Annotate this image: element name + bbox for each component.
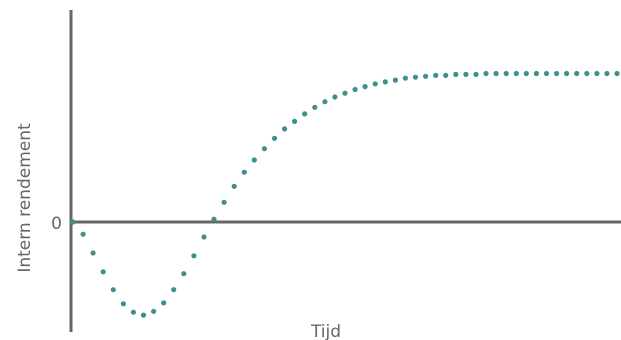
data-point-8 xyxy=(151,308,157,314)
data-point-46 xyxy=(533,70,540,77)
data-point-35 xyxy=(423,73,429,79)
data-points xyxy=(70,70,620,318)
data-point-34 xyxy=(412,74,419,80)
data-point-23 xyxy=(302,111,308,117)
data-point-16 xyxy=(231,183,237,189)
data-point-52 xyxy=(594,70,600,77)
data-point-26 xyxy=(332,94,338,100)
data-point-42 xyxy=(493,70,499,77)
y-axis-label: Intern rendement xyxy=(15,123,35,273)
data-point-9 xyxy=(161,300,167,306)
data-point-44 xyxy=(513,70,519,77)
data-point-27 xyxy=(342,90,348,96)
data-point-14 xyxy=(211,216,217,222)
data-point-45 xyxy=(523,70,529,77)
data-point-1 xyxy=(80,231,86,237)
data-point-41 xyxy=(483,70,489,77)
data-point-25 xyxy=(322,99,328,105)
data-point-47 xyxy=(543,70,550,77)
data-point-21 xyxy=(282,126,288,132)
data-point-29 xyxy=(362,84,368,90)
data-point-19 xyxy=(261,146,267,152)
data-point-38 xyxy=(453,71,459,77)
data-point-50 xyxy=(574,70,580,77)
data-point-13 xyxy=(201,234,207,240)
data-point-30 xyxy=(372,81,378,87)
x-axis-label: Tijd xyxy=(310,322,341,340)
data-point-37 xyxy=(443,72,449,78)
data-point-39 xyxy=(463,71,469,77)
data-point-18 xyxy=(251,157,257,163)
data-point-24 xyxy=(312,104,318,110)
data-point-2 xyxy=(90,250,96,256)
data-point-11 xyxy=(181,271,187,277)
data-point-15 xyxy=(221,199,227,205)
data-point-10 xyxy=(171,287,177,293)
data-point-54 xyxy=(614,70,620,77)
data-point-33 xyxy=(402,75,408,81)
data-point-22 xyxy=(292,118,298,124)
data-point-43 xyxy=(503,70,509,77)
data-point-31 xyxy=(382,79,388,85)
data-point-49 xyxy=(564,70,570,77)
data-point-12 xyxy=(191,253,197,259)
data-point-0 xyxy=(70,219,76,225)
data-point-6 xyxy=(130,309,136,315)
data-point-36 xyxy=(433,72,439,78)
y-tick-label-zero: 0 xyxy=(51,214,62,234)
data-point-5 xyxy=(120,301,126,307)
data-point-32 xyxy=(392,77,398,83)
data-point-3 xyxy=(100,269,106,275)
data-point-4 xyxy=(110,287,116,293)
data-point-51 xyxy=(584,70,590,77)
data-point-48 xyxy=(554,70,560,77)
data-point-20 xyxy=(271,135,278,141)
data-point-53 xyxy=(604,70,610,77)
data-point-40 xyxy=(473,71,479,77)
data-point-17 xyxy=(241,169,247,175)
data-point-28 xyxy=(352,86,358,93)
data-point-7 xyxy=(140,312,147,318)
